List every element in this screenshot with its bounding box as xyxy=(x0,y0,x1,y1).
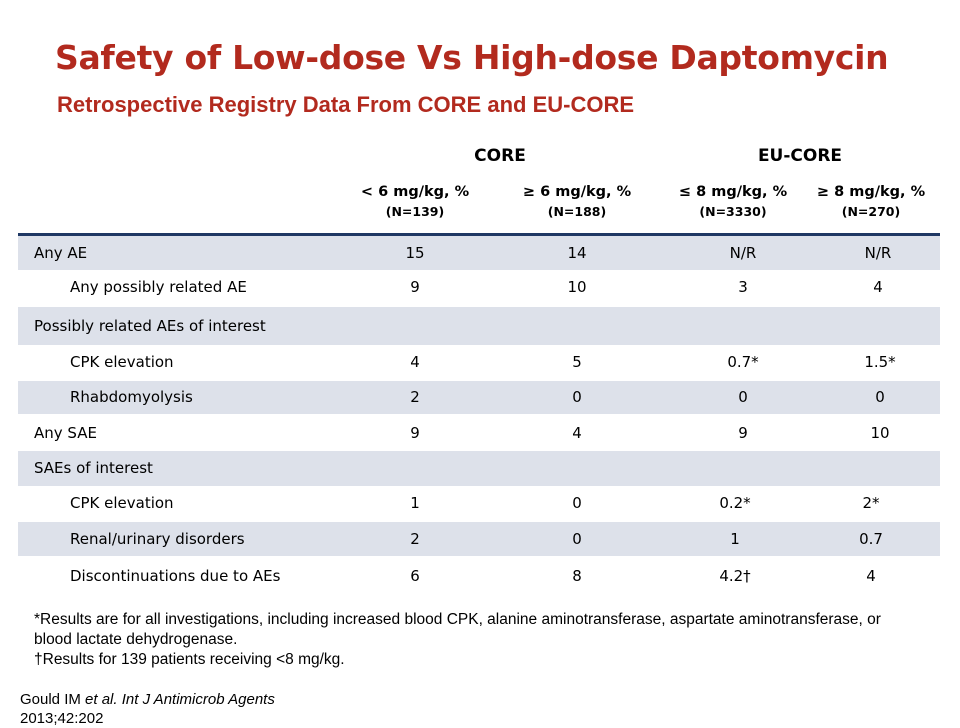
row-label: Any possibly related AE xyxy=(70,278,247,296)
column-header-1: < 6 mg/kg, % (N=139) xyxy=(361,184,469,219)
row-label: CPK elevation xyxy=(70,353,174,371)
column-dose: ≥ 6 mg/kg, % xyxy=(522,184,632,200)
table-cell: 9 xyxy=(410,424,420,442)
table-cell: 0.7* xyxy=(727,353,759,371)
table-cell: 6 xyxy=(410,567,420,585)
slide-title: Safety of Low-dose Vs High-dose Daptomyc… xyxy=(55,38,889,77)
table-cell: 4 xyxy=(572,424,582,442)
column-header-4: ≥ 8 mg/kg, % (N=270) xyxy=(817,184,925,219)
column-header-2: ≥ 6 mg/kg, % (N=188) xyxy=(523,184,631,219)
row-label: Rhabdomyolysis xyxy=(70,388,193,406)
table-cell: 4 xyxy=(410,353,420,371)
table-cell: N/R xyxy=(729,244,757,262)
table-row: Possibly related AEs of interest xyxy=(18,307,940,345)
slide-subtitle: Retrospective Registry Data From CORE an… xyxy=(57,92,635,117)
table-row: Rhabdomyolysis 2 0 0 0 xyxy=(18,381,940,414)
table-cell: 5 xyxy=(572,353,582,371)
table-cell: 10 xyxy=(870,424,890,442)
group-header-eu-core: EU-CORE xyxy=(757,146,843,166)
table-cell: 4 xyxy=(873,278,883,296)
footnotes: *Results are for all investigations, inc… xyxy=(34,610,914,670)
footnote-asterisk: *Results are for all investigations, inc… xyxy=(34,611,881,648)
table-cell: 0.7 xyxy=(859,530,883,548)
table-cell: 0 xyxy=(572,494,582,512)
table-row: CPK elevation 1 0 0.2* 2* xyxy=(18,486,940,521)
column-n: (N=139) xyxy=(385,204,445,219)
row-label: Possibly related AEs of interest xyxy=(34,317,266,335)
citation: Gould IM et al. Int J Antimicrob Agents … xyxy=(20,690,275,728)
table-cell: 14 xyxy=(567,244,587,262)
column-n: (N=270) xyxy=(841,204,901,219)
table-row: Any possibly related AE 9 10 3 4 xyxy=(18,270,940,304)
table-cell: 9 xyxy=(410,278,420,296)
citation-etal: et al. xyxy=(85,691,118,708)
table-cell: 3 xyxy=(738,278,748,296)
row-label: SAEs of interest xyxy=(34,459,153,477)
column-dose: ≤ 8 mg/kg, % xyxy=(678,184,788,200)
table-cell: 2* xyxy=(862,494,880,512)
table-row: Any SAE 9 4 9 10 xyxy=(18,416,940,450)
table-cell: 0 xyxy=(572,388,582,406)
table-cell: 10 xyxy=(567,278,587,296)
table-cell: 0 xyxy=(572,530,582,548)
table-cell: N/R xyxy=(864,244,892,262)
table-cell: 0 xyxy=(875,388,885,406)
table-row: Discontinuations due to AEs 6 8 4.2† 4 xyxy=(18,558,940,594)
citation-journal: Int J Antimicrob Agents xyxy=(117,691,275,708)
table-row: Renal/urinary disorders 2 0 1 0.7 xyxy=(18,522,940,556)
table-cell: 9 xyxy=(738,424,748,442)
row-label: Any SAE xyxy=(34,424,97,442)
citation-ref: 2013;42:202 xyxy=(20,710,104,727)
header-divider xyxy=(18,233,940,236)
footnote-dagger: †Results for 139 patients receiving <8 m… xyxy=(34,651,345,668)
table-cell: 1.5* xyxy=(864,353,896,371)
table-row: Any AE 15 14 N/R N/R xyxy=(18,236,940,270)
column-n: (N=3330) xyxy=(699,204,767,219)
group-header-core: CORE xyxy=(474,146,526,166)
row-label: Any AE xyxy=(34,244,88,262)
table-cell: 8 xyxy=(572,567,582,585)
table-cell: 1 xyxy=(410,494,420,512)
column-n: (N=188) xyxy=(547,204,607,219)
citation-author: Gould IM xyxy=(20,691,86,708)
table-cell: 2 xyxy=(410,530,420,548)
row-label: CPK elevation xyxy=(70,494,174,512)
row-label: Renal/urinary disorders xyxy=(70,530,245,548)
table-row: CPK elevation 4 5 0.7* 1.5* xyxy=(18,345,940,379)
table-cell: 1 xyxy=(730,530,740,548)
column-dose: < 6 mg/kg, % xyxy=(360,184,470,200)
column-header-3: ≤ 8 mg/kg, % (N=3330) xyxy=(679,184,787,219)
table-cell: 0.2* xyxy=(719,494,751,512)
table-cell: 0 xyxy=(738,388,748,406)
table-row: SAEs of interest xyxy=(18,451,940,486)
row-label: Discontinuations due to AEs xyxy=(70,567,281,585)
table-cell: 15 xyxy=(405,244,425,262)
column-dose: ≥ 8 mg/kg, % xyxy=(816,184,926,200)
table-cell: 2 xyxy=(410,388,420,406)
table-cell: 4.2† xyxy=(719,567,751,585)
table-cell: 4 xyxy=(866,567,876,585)
